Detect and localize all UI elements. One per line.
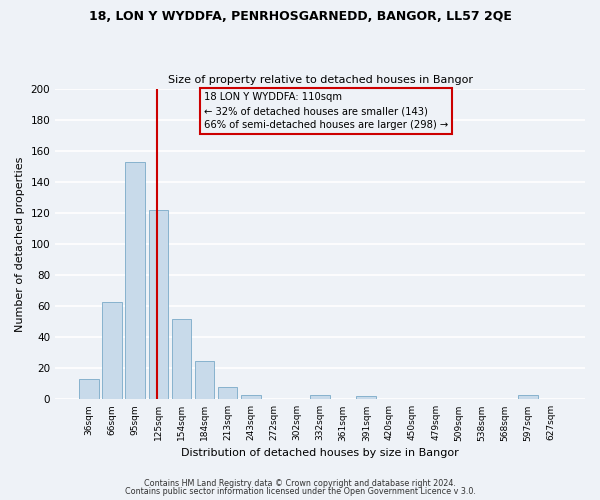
Bar [149, 210, 168, 400]
Bar [310, 394, 330, 400]
X-axis label: Distribution of detached houses by size in Bangor: Distribution of detached houses by size … [181, 448, 459, 458]
Title: Size of property relative to detached houses in Bangor: Size of property relative to detached ho… [167, 76, 473, 86]
Bar [195, 360, 214, 400]
Bar [518, 394, 538, 400]
Text: Contains HM Land Registry data © Crown copyright and database right 2024.: Contains HM Land Registry data © Crown c… [144, 478, 456, 488]
Text: 18 LON Y WYDDFA: 110sqm
← 32% of detached houses are smaller (143)
66% of semi-d: 18 LON Y WYDDFA: 110sqm ← 32% of detache… [203, 92, 448, 130]
Bar [79, 379, 99, 400]
Bar [172, 318, 191, 400]
Text: Contains public sector information licensed under the Open Government Licence v : Contains public sector information licen… [125, 487, 475, 496]
Bar [125, 162, 145, 400]
Bar [356, 396, 376, 400]
Y-axis label: Number of detached properties: Number of detached properties [15, 156, 25, 332]
Text: 18, LON Y WYDDFA, PENRHOSGARNEDD, BANGOR, LL57 2QE: 18, LON Y WYDDFA, PENRHOSGARNEDD, BANGOR… [89, 10, 511, 23]
Bar [241, 394, 260, 400]
Bar [103, 302, 122, 400]
Bar [218, 387, 238, 400]
